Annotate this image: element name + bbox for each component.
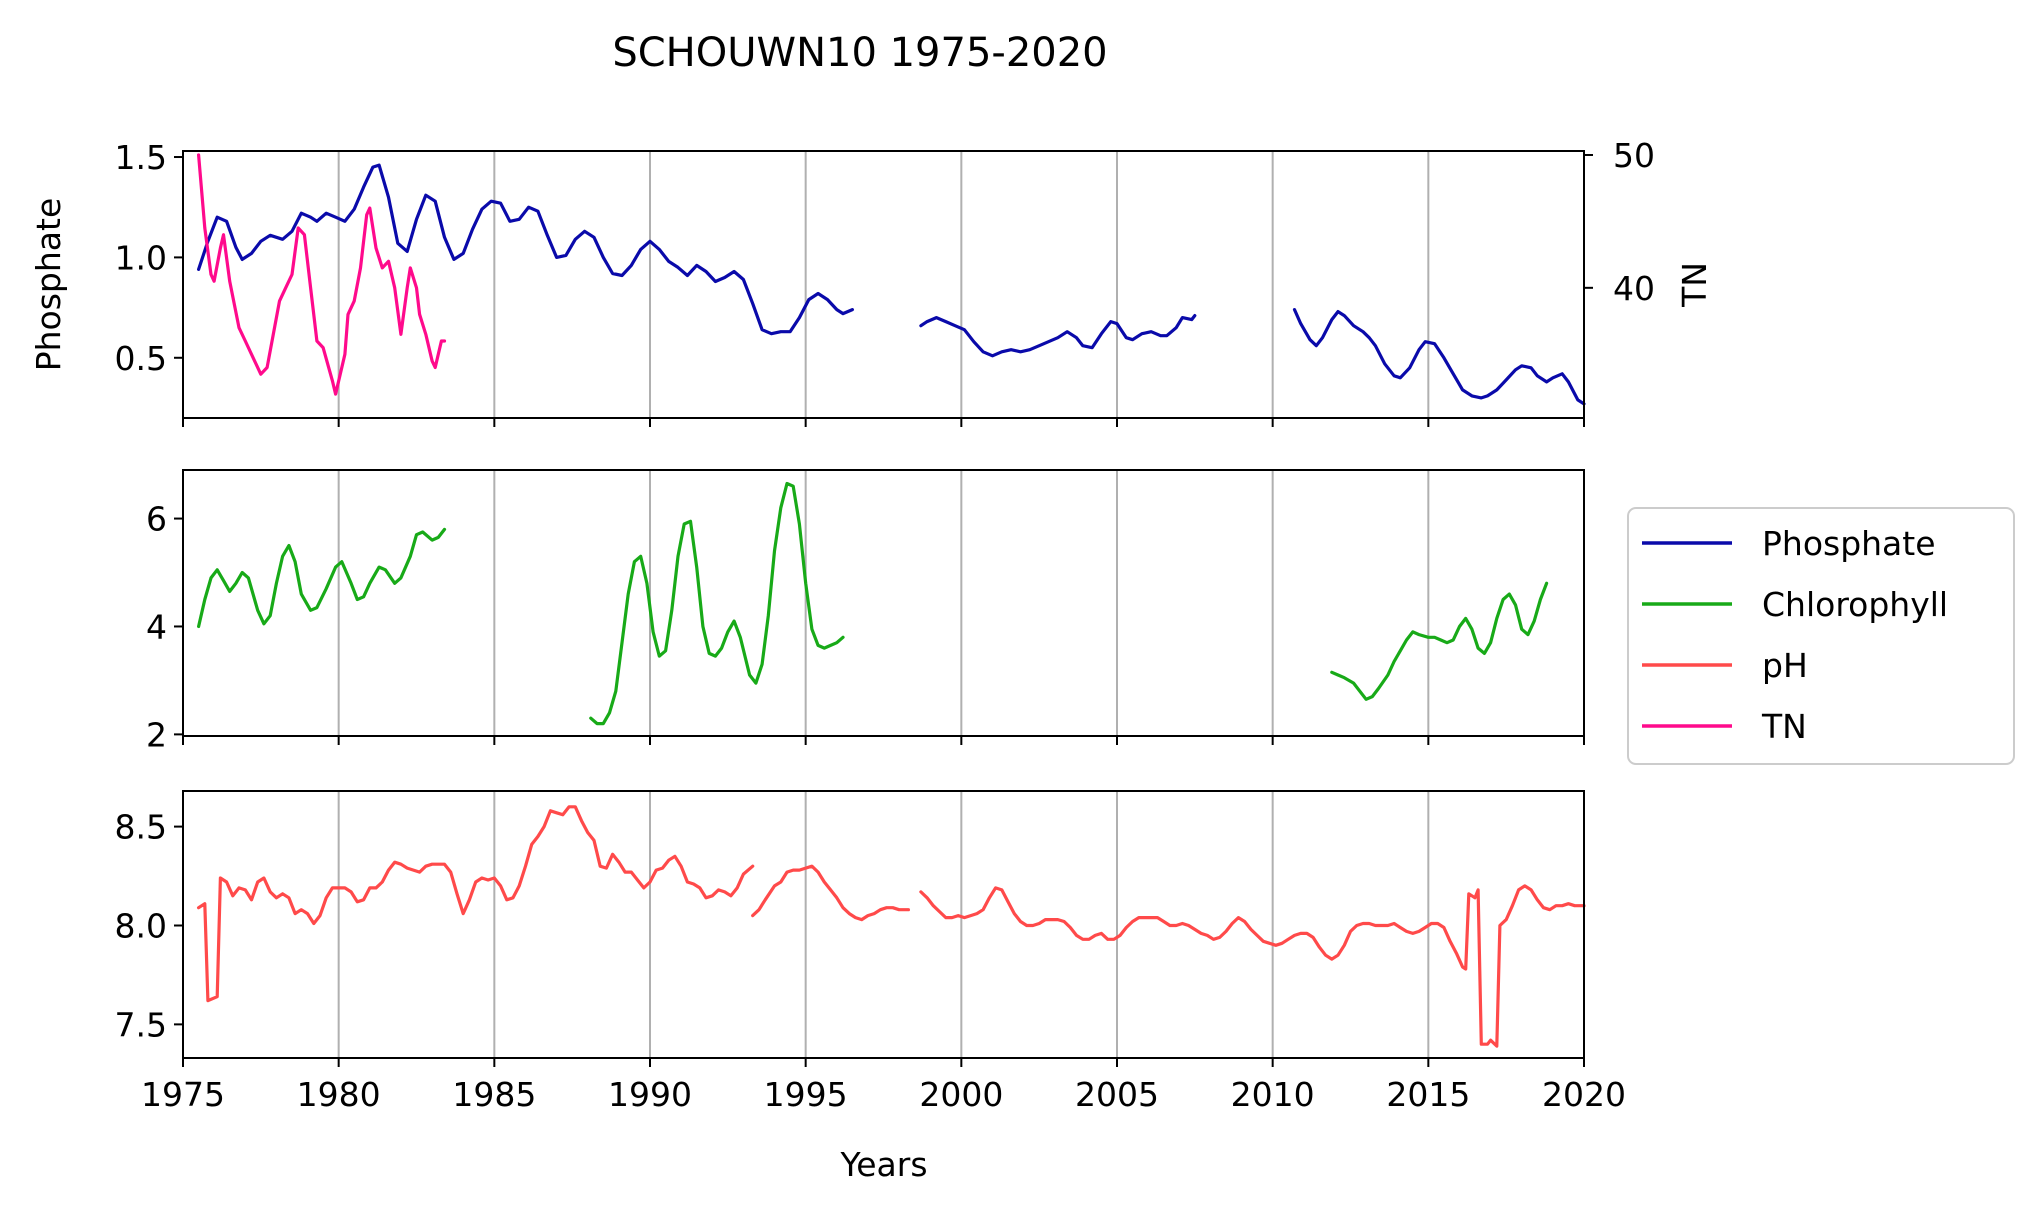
x-axis-label: Years [839, 1145, 927, 1184]
plot-panels: 0.5 1.0 1.5 Phosphate 40 50 TN 2 4 6 7.5 8.0 8.5 1975… [29, 136, 1714, 1114]
x-tick-label: 2015 [1386, 1075, 1470, 1114]
right-y-tick-label: 40 [1613, 269, 1655, 308]
y-tick-label: 8.5 [115, 808, 167, 847]
x-tick-label: 2010 [1231, 1075, 1315, 1114]
chlorophyll-series-line [197, 527, 447, 629]
ph-series-line [751, 864, 911, 922]
y-tick-label: 4 [146, 607, 167, 646]
x-tick-label: 1975 [141, 1075, 225, 1114]
legend: Phosphate Chlorophyll pH TN [1627, 507, 2015, 765]
panel-1: 0.5 1.0 1.5 Phosphate 40 50 TN [29, 136, 1714, 427]
phosphate-series-line [919, 314, 1197, 358]
y-tick-label: 0.5 [115, 339, 167, 378]
right-y-tick-label: 50 [1613, 136, 1655, 175]
panel-2: 2 4 6 [146, 469, 1585, 754]
x-tick-label: 2000 [919, 1075, 1003, 1114]
ph-series-line [197, 805, 755, 1003]
chlorophyll-series-line [1330, 581, 1549, 701]
tn-series-line [197, 153, 447, 396]
right-y-axis-label: TN [1675, 262, 1714, 308]
x-tick-label: 1995 [764, 1075, 848, 1114]
legend-label-phosphate: Phosphate [1762, 524, 1936, 563]
x-tick-label: 2005 [1075, 1075, 1159, 1114]
x-tick-label: 2020 [1542, 1075, 1626, 1114]
panel-frame [182, 469, 1585, 737]
y-tick-label: 2 [146, 715, 167, 754]
y-tick-label: 1.0 [115, 238, 167, 277]
chart-title: SCHOUWN10 1975-2020 [612, 30, 1107, 76]
panel-3: 7.5 8.0 8.5 1975 1980 1985 1990 1995 2000 2005 201… [115, 790, 1626, 1114]
legend-label-tn: TN [1761, 707, 1807, 746]
y-axis-label: Phosphate [29, 198, 68, 372]
y-tick-label: 1.5 [115, 138, 167, 177]
x-tick-label: 1985 [452, 1075, 536, 1114]
phosphate-series-line [197, 163, 855, 336]
chlorophyll-series-line [589, 481, 845, 726]
legend-label-chlorophyll: Chlorophyll [1762, 585, 1948, 624]
y-tick-label: 7.5 [115, 1005, 167, 1044]
x-tick-label: 1990 [608, 1075, 692, 1114]
phosphate-series-line [1292, 308, 1586, 406]
legend-box [1627, 507, 2015, 765]
y-tick-label: 8.0 [115, 906, 167, 945]
legend-label-ph: pH [1762, 646, 1808, 685]
panel-frame [182, 150, 1585, 419]
y-tick-label: 6 [146, 500, 167, 539]
x-tick-label: 1980 [297, 1075, 381, 1114]
ph-series-line [919, 884, 1586, 1048]
